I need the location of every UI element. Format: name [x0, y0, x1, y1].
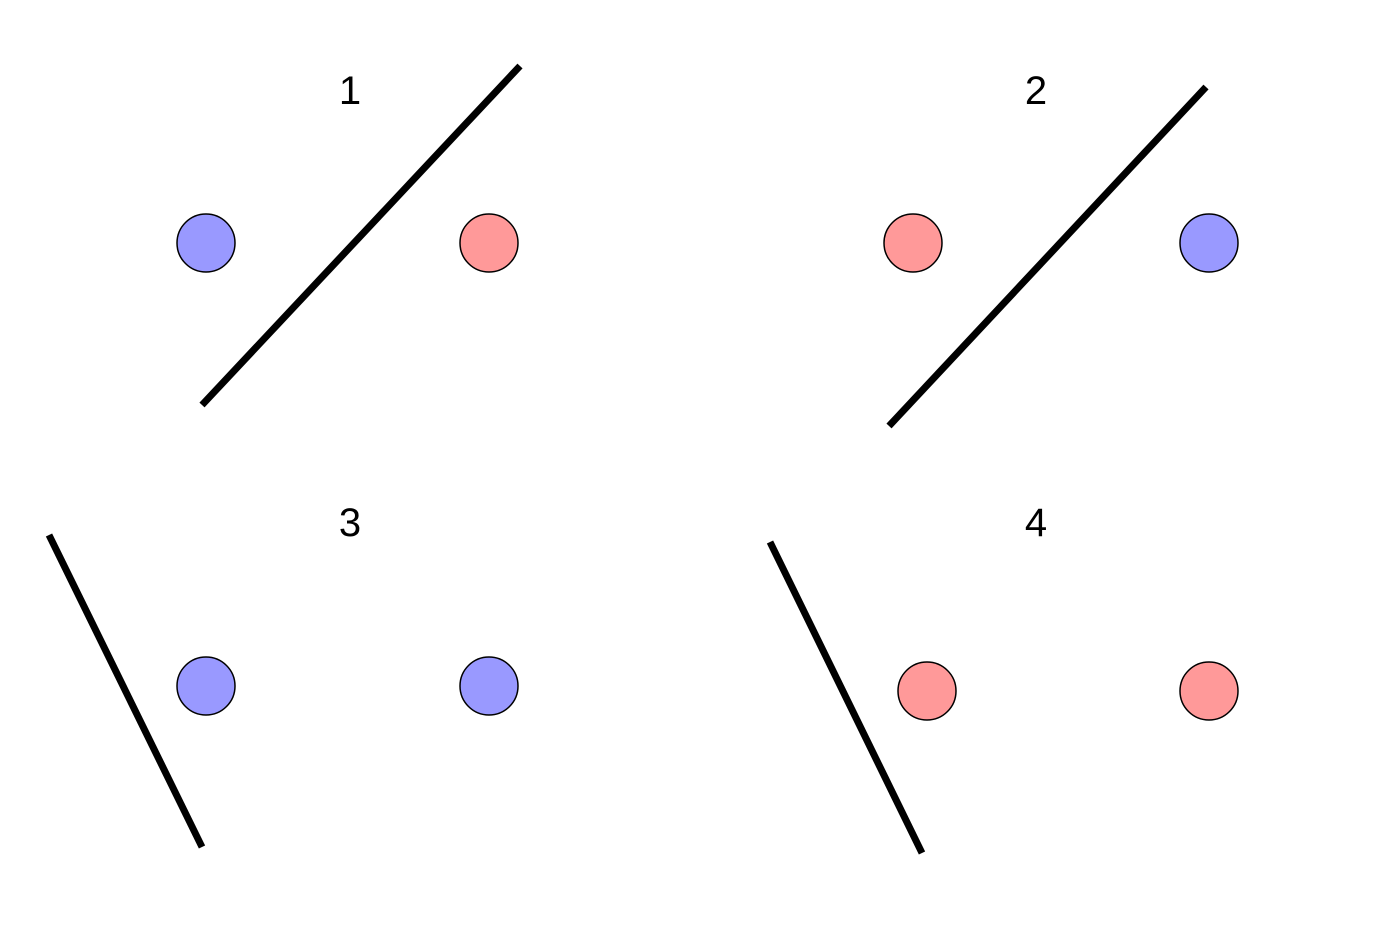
- panel-1-label: 1: [339, 69, 361, 113]
- panel-3-label: 3: [339, 501, 361, 545]
- panel-2-separator-line: [886, 84, 1209, 429]
- panel-3: 3: [45, 501, 519, 849]
- panel-4: 4: [766, 501, 1239, 855]
- panel-2-label: 2: [1025, 69, 1047, 113]
- panel-3-point-right: [459, 656, 519, 716]
- panel-4-point-left: [897, 661, 957, 721]
- panel-2: 2: [883, 69, 1239, 429]
- panel-1-separator-line: [199, 63, 523, 408]
- panel-1-point-right: [459, 213, 519, 273]
- panel-1-point-left: [176, 213, 236, 273]
- panel-4-point-right: [1179, 661, 1239, 721]
- panel-1: 1: [176, 63, 523, 408]
- panel-2-point-right: [1179, 213, 1239, 273]
- panel-3-point-left: [176, 656, 236, 716]
- panel-4-label: 4: [1025, 501, 1047, 545]
- panel-3-separator-line: [45, 533, 206, 849]
- panel-2-point-left: [883, 213, 943, 273]
- panel-4-separator-line: [766, 540, 926, 855]
